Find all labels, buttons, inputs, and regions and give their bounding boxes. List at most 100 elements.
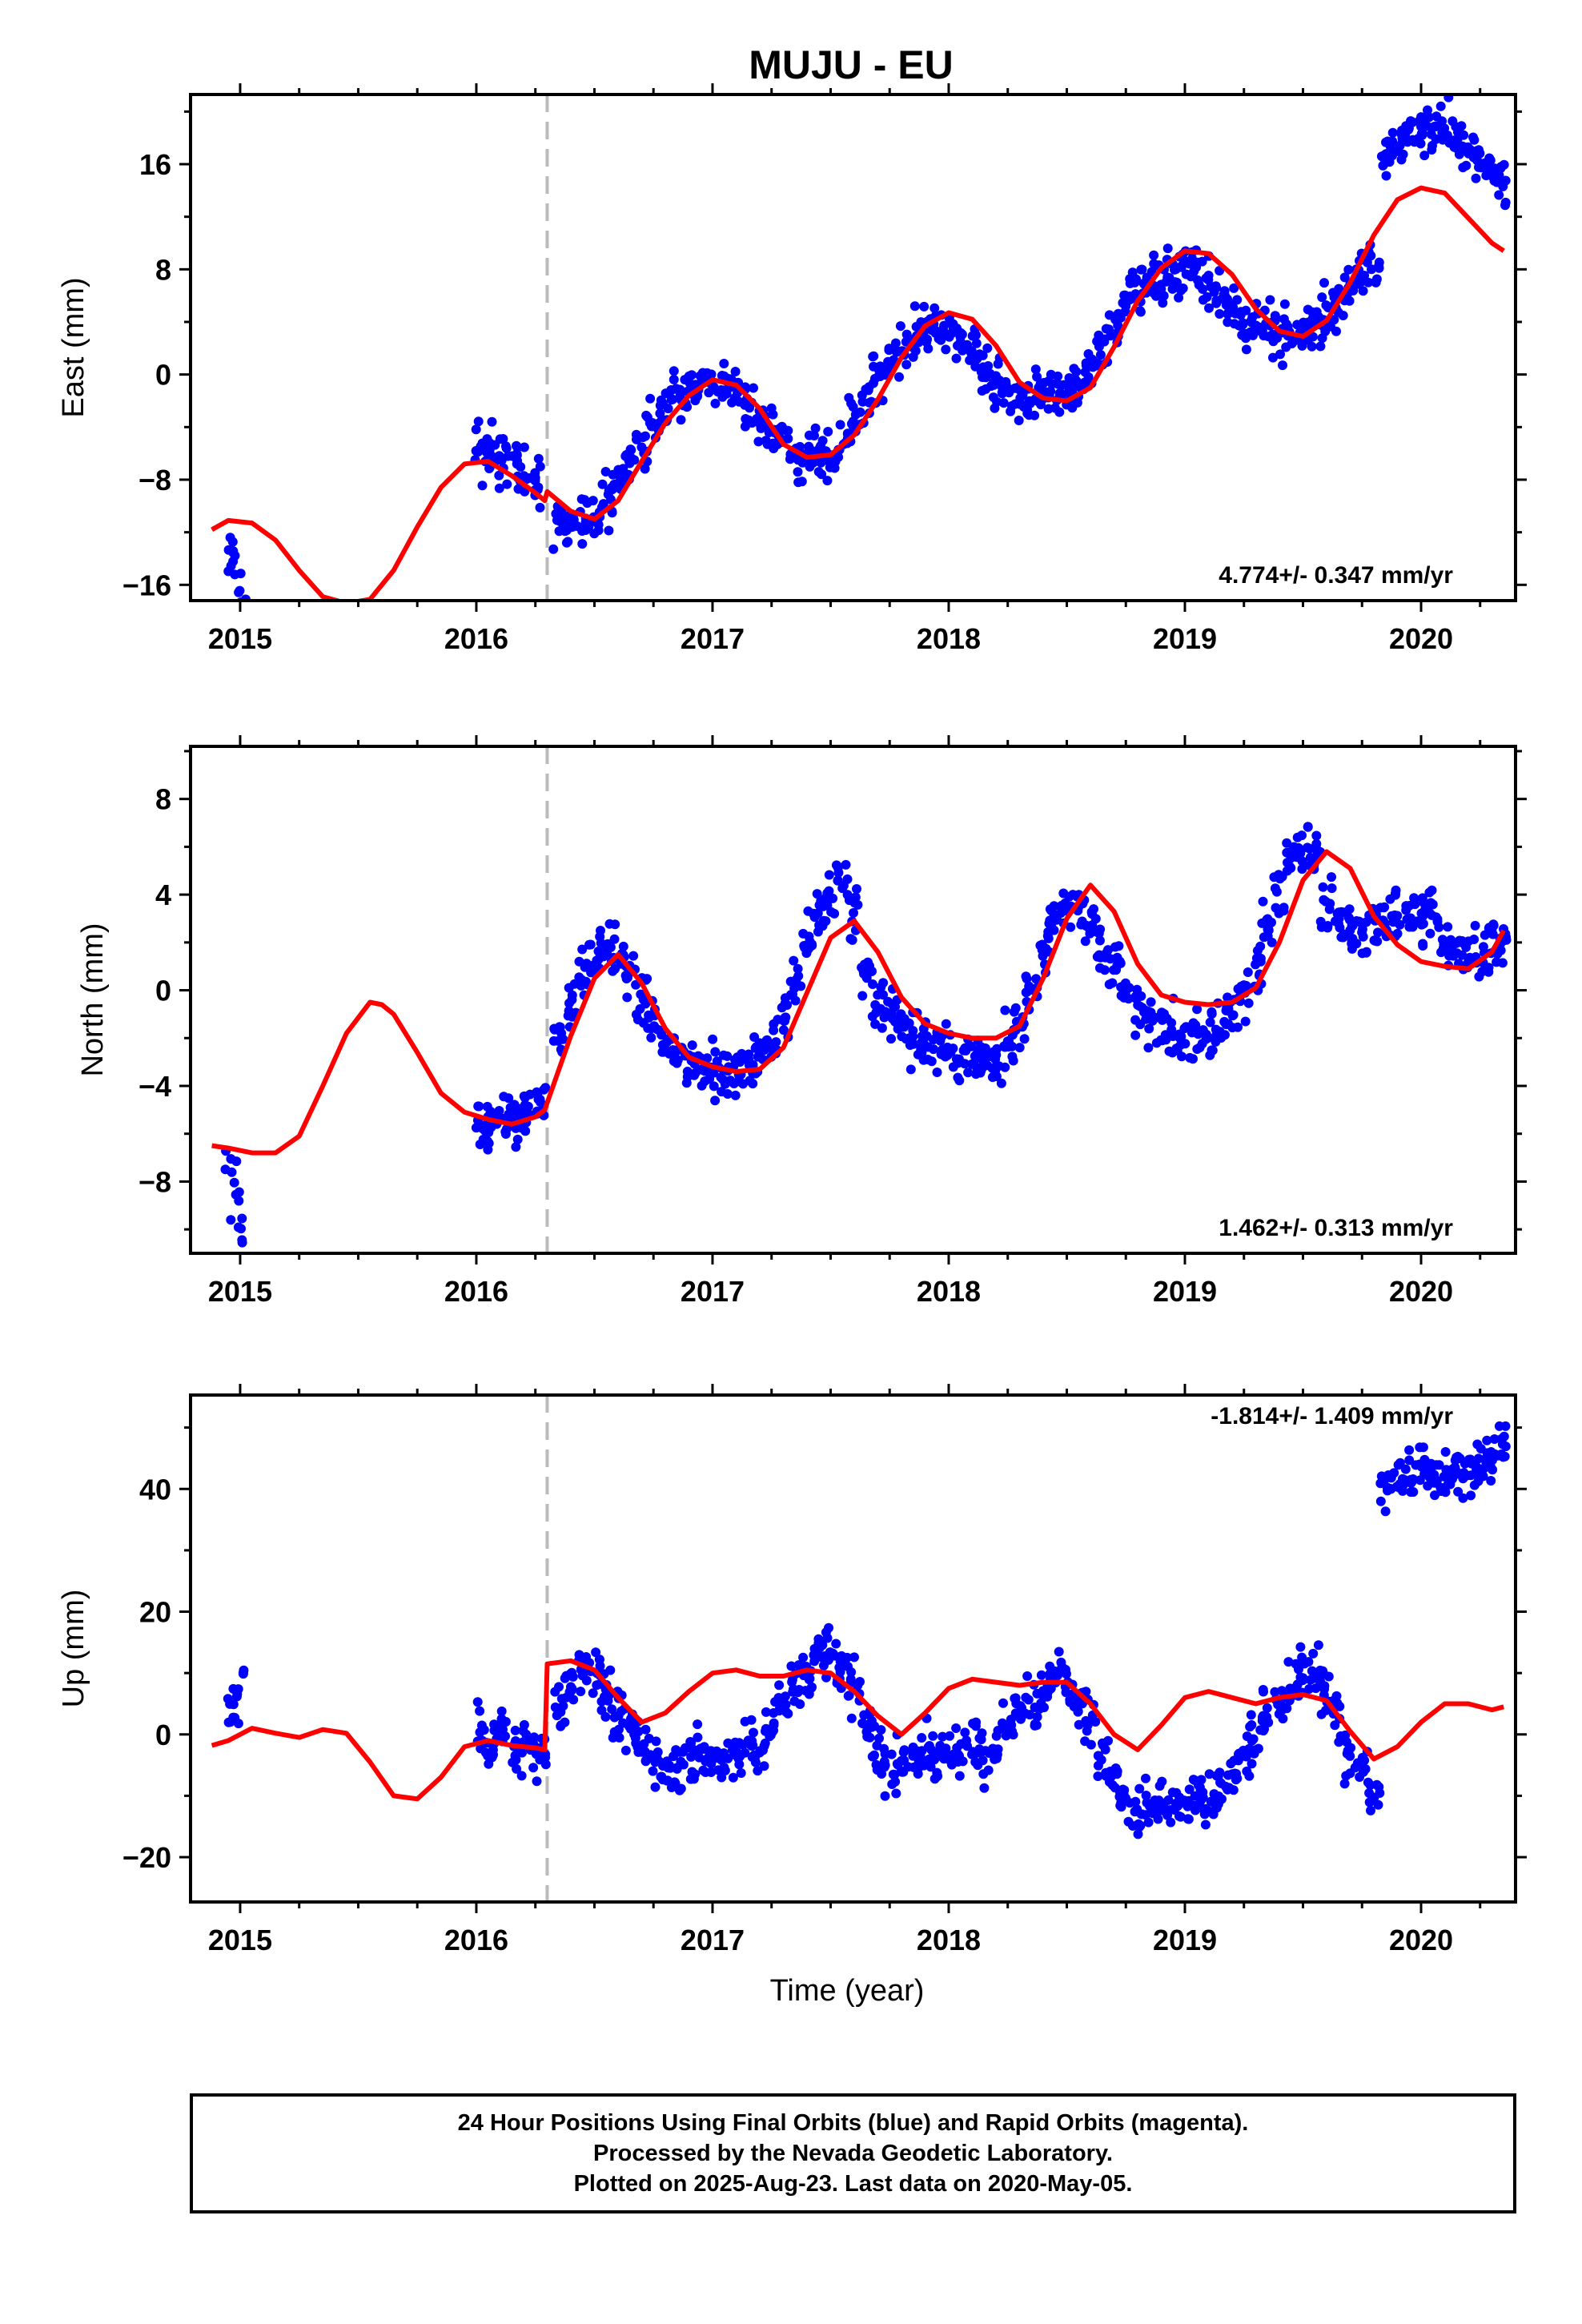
data-point: [1115, 958, 1126, 968]
data-point: [865, 961, 874, 971]
data-point: [962, 1735, 972, 1746]
data-point: [1381, 171, 1391, 181]
data-point: [903, 1762, 913, 1772]
data-point: [1021, 1692, 1031, 1703]
data-point: [1186, 271, 1196, 282]
data-point: [1330, 1720, 1340, 1731]
data-point: [828, 1648, 838, 1659]
data-point: [1049, 901, 1059, 911]
data-point: [771, 1037, 781, 1047]
data-point: [1110, 942, 1120, 952]
data-point: [1303, 1657, 1314, 1667]
data-point: [734, 1759, 745, 1770]
data-point: [893, 1020, 903, 1031]
data-point: [1223, 308, 1233, 319]
data-point: [938, 324, 948, 335]
data-point: [568, 1695, 579, 1705]
data-point: [1496, 163, 1506, 173]
data-point: [1166, 1018, 1177, 1028]
data-point: [1408, 1487, 1419, 1497]
data-point: [789, 955, 799, 966]
data-point: [982, 343, 993, 353]
data-point: [844, 392, 854, 403]
data-point: [548, 544, 559, 554]
data-point: [1452, 948, 1462, 959]
data-point: [1278, 360, 1287, 371]
data-point: [870, 999, 881, 1010]
data-point: [1006, 1720, 1017, 1731]
data-point: [904, 1018, 914, 1028]
data-point: [1032, 372, 1042, 382]
x-tick-label: 2016: [444, 622, 508, 655]
x-tick-label: 2018: [917, 1924, 981, 1956]
data-point: [1022, 408, 1033, 419]
data-point: [798, 1652, 809, 1663]
data-point: [1000, 1062, 1010, 1072]
data-point: [709, 382, 719, 392]
data-point: [473, 1101, 484, 1112]
data-point: [1395, 1458, 1405, 1468]
data-point: [908, 1742, 918, 1752]
data-point: [516, 1771, 527, 1781]
data-point: [577, 944, 588, 955]
y-tick-label: 0: [155, 975, 171, 1007]
data-point: [1451, 122, 1461, 132]
data-point: [668, 394, 678, 404]
data-point: [1151, 291, 1161, 301]
data-point: [926, 1762, 936, 1772]
data-point: [1157, 1015, 1167, 1025]
data-point: [577, 539, 588, 549]
data-point: [640, 1724, 651, 1735]
data-point: [540, 1759, 551, 1770]
data-point: [1113, 320, 1123, 331]
data-point: [1162, 272, 1173, 283]
data-point: [591, 1647, 601, 1658]
y-tick-label: −8: [139, 1165, 171, 1198]
data-point: [858, 1719, 869, 1729]
data-point: [867, 1011, 877, 1022]
data-point: [628, 951, 639, 961]
data-point: [1459, 130, 1469, 140]
data-point: [824, 1622, 833, 1633]
data-point: [765, 1731, 775, 1742]
data-point: [938, 1731, 948, 1742]
data-point: [721, 1753, 730, 1763]
data-point: [736, 1768, 746, 1778]
data-point: [1086, 1739, 1096, 1750]
y-tick-label: 20: [139, 1596, 171, 1629]
data-point: [502, 479, 512, 489]
data-point: [824, 870, 834, 880]
data-point: [1094, 935, 1105, 946]
data-point: [1358, 931, 1368, 942]
data-point: [870, 1019, 881, 1029]
data-point: [1423, 105, 1432, 115]
data-point: [1287, 848, 1297, 858]
data-point: [566, 1686, 576, 1696]
data-point: [1227, 299, 1238, 309]
x-tick-label: 2020: [1389, 1275, 1453, 1308]
data-point: [1008, 1730, 1018, 1740]
data-point: [965, 355, 975, 365]
data-point: [787, 1675, 797, 1685]
plot-area: [211, 1395, 1511, 1902]
data-point: [693, 1719, 703, 1730]
data-point: [807, 940, 817, 951]
data-point: [1259, 932, 1269, 943]
data-point: [901, 360, 912, 370]
data-point: [1215, 309, 1225, 319]
data-point: [1257, 1712, 1267, 1723]
data-point: [574, 956, 584, 967]
data-point: [1226, 1759, 1236, 1769]
data-point: [1192, 1004, 1203, 1015]
data-point: [484, 1759, 494, 1769]
data-point: [535, 461, 545, 472]
data-point: [1482, 1435, 1492, 1445]
data-point: [967, 331, 978, 341]
data-point: [1198, 295, 1208, 305]
data-point: [897, 1031, 907, 1042]
data-point: [1247, 312, 1258, 322]
data-point: [227, 1167, 237, 1177]
data-point: [1138, 1007, 1149, 1017]
data-point: [846, 1713, 857, 1723]
data-point: [710, 1096, 721, 1106]
